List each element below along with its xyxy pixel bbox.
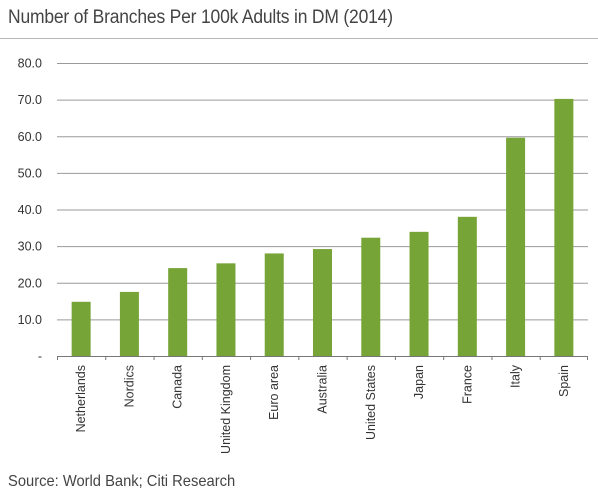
y-tick-label: 70.0 <box>18 93 42 107</box>
y-axis-ticks: - 10.0 20.0 30.0 40.0 50.0 60.0 70.0 80.0 <box>18 57 42 364</box>
bar <box>457 216 477 356</box>
bars <box>71 98 574 356</box>
bar <box>313 249 332 356</box>
x-tick-label: Italy <box>509 364 523 388</box>
x-tick-label: Spain <box>557 365 571 397</box>
bar <box>554 98 574 356</box>
y-tick-label: 50.0 <box>18 166 42 180</box>
x-tick-label: Canada <box>171 365 185 409</box>
chart-title: Number of Branches Per 100k Adults in DM… <box>8 7 393 28</box>
bar <box>361 237 381 356</box>
x-tick-label: Euro area <box>267 365 281 420</box>
y-tick-label: 40.0 <box>18 203 42 217</box>
title-divider <box>0 38 598 39</box>
y-tick-label: 30.0 <box>18 240 42 254</box>
bar <box>71 301 91 356</box>
x-tick-label: France <box>460 365 474 404</box>
x-tick-label: Japan <box>412 365 426 399</box>
x-tick-label: Netherlands <box>74 365 88 432</box>
bar <box>119 291 139 356</box>
x-tick-label: Australia <box>316 365 330 414</box>
y-tick-label: 10.0 <box>18 313 42 327</box>
bar <box>216 263 236 356</box>
x-tick-label: United Kingdom <box>219 365 233 454</box>
bar <box>409 231 429 356</box>
source-note: Source: World Bank; Citi Research <box>8 473 236 490</box>
y-tick-label: 20.0 <box>18 276 42 290</box>
x-tick-label: United States <box>364 365 378 440</box>
bar-chart: - 10.0 20.0 30.0 40.0 50.0 60.0 70.0 80.0 Nether… <box>18 57 588 454</box>
y-tick-label: - <box>38 350 42 364</box>
x-axis-labels: Netherlands Nordics Canada United Kingdom Eu… <box>74 364 571 454</box>
bar <box>168 268 188 356</box>
bar <box>506 137 526 356</box>
y-tick-label: 80.0 <box>18 57 42 71</box>
x-tick-label: Nordics <box>122 365 136 407</box>
y-tick-label: 60.0 <box>18 130 42 144</box>
bar <box>264 253 284 356</box>
